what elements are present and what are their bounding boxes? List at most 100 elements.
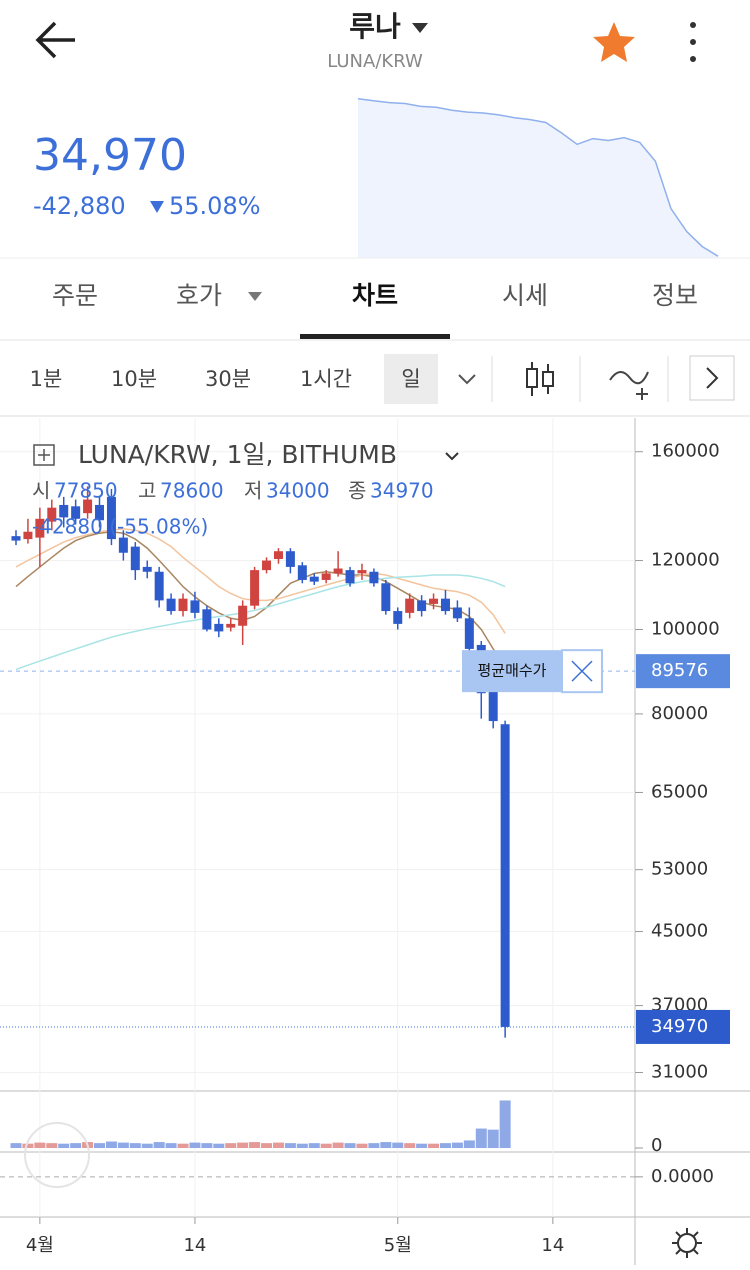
coin-title[interactable]: 루나 [349, 10, 401, 43]
candle-body [429, 598, 439, 604]
ohlc-legend: 시 77850 고 78600 저 34000 종 34970 [32, 479, 434, 503]
candle-body [106, 496, 116, 540]
candle-body [393, 611, 403, 624]
open-label: 시 [32, 479, 50, 503]
close-icon [571, 660, 593, 682]
logo-badge [24, 1122, 90, 1188]
back-button[interactable] [35, 21, 75, 59]
candle-body [345, 570, 355, 584]
x-tick-label: 5월 [384, 1235, 412, 1256]
volume-bar [237, 1142, 249, 1148]
favorite-star[interactable] [593, 22, 635, 62]
high-label: 고 [138, 479, 156, 503]
y-tick-label: 120000 [651, 550, 720, 571]
low-value: 34000 [266, 479, 330, 503]
more-menu[interactable] [690, 22, 696, 62]
volume-bar [284, 1143, 296, 1148]
interval-option[interactable]: 1시간 [300, 367, 352, 391]
volume-bar [308, 1143, 320, 1148]
tab[interactable]: 시세 [502, 281, 548, 310]
candle-body [11, 536, 21, 541]
volume-bar [117, 1142, 129, 1148]
tab[interactable]: 호가 [176, 281, 222, 310]
candle-body [202, 609, 212, 630]
candle-body [71, 506, 81, 519]
close-label: 종 [348, 479, 366, 503]
candle-body [488, 686, 498, 722]
volume-bar [416, 1143, 428, 1148]
candle-body [118, 537, 128, 553]
candle-body [273, 551, 283, 559]
candle-body [214, 623, 224, 632]
tab[interactable]: 차트 [352, 281, 398, 310]
volume-bar [475, 1128, 487, 1148]
volume-bar [22, 1143, 34, 1148]
candle-body [285, 551, 295, 567]
candle-body [23, 531, 33, 540]
volume-bar [356, 1143, 368, 1148]
interval-option[interactable]: 일 [401, 367, 420, 391]
open-value: 77850 [54, 479, 118, 503]
interval-option[interactable]: 1분 [30, 367, 63, 391]
tab[interactable]: 정보 [652, 281, 698, 310]
volume-bar [487, 1129, 499, 1148]
high-value: 78600 [160, 479, 224, 503]
candle-body [500, 724, 510, 1027]
volume-bar [58, 1143, 70, 1148]
candle-body [262, 560, 272, 571]
candle-body [142, 566, 152, 572]
candle-body [297, 565, 307, 580]
volume-bar [201, 1143, 213, 1148]
candle-body [440, 598, 450, 612]
title-dropdown[interactable] [412, 23, 428, 33]
scroll-right-button[interactable] [689, 355, 735, 401]
interval-option[interactable]: 10분 [111, 367, 157, 391]
y-tick-label: 100000 [651, 619, 720, 640]
chevron [706, 367, 719, 389]
interval-option[interactable]: 30분 [205, 367, 251, 391]
avg-price-axis-label: 89576 [651, 660, 708, 681]
down-arrow [150, 201, 164, 213]
sparkline-line [357, 98, 719, 257]
candle-body [154, 571, 164, 601]
candle-body [333, 568, 343, 574]
volume-bar [428, 1143, 440, 1148]
chart-type-button[interactable] [526, 362, 554, 396]
volume-bar [34, 1142, 46, 1148]
tab[interactable]: 주문 [52, 281, 98, 310]
legend-change: -42880 (-55.08%) [32, 515, 208, 539]
plot: 1600001200001000008000065000530004500037… [0, 418, 730, 1256]
add-symbol-button[interactable] [33, 444, 55, 466]
interval-bar: 1분 10분 30분 1시간 일 [30, 367, 421, 391]
settings-button[interactable] [672, 1228, 702, 1258]
indicator-button[interactable] [609, 371, 649, 400]
candle-body [59, 504, 69, 518]
volume-bar [94, 1143, 106, 1148]
volume-bar [153, 1142, 165, 1148]
moving-average [15, 528, 506, 634]
candle-body [47, 507, 57, 522]
y-tick-label: 65000 [651, 781, 708, 802]
volume-bar [46, 1143, 58, 1148]
candle-body [250, 570, 260, 606]
candle-body [166, 598, 176, 612]
volume-bar [105, 1141, 117, 1148]
candle-body [35, 518, 45, 538]
x-tick-label: 14 [183, 1235, 206, 1256]
candle-body [417, 600, 427, 612]
y-tick-label: 45000 [651, 921, 708, 942]
candle-body [452, 607, 462, 619]
volume-bar [404, 1143, 416, 1148]
candle-body [83, 499, 93, 514]
candle-body [309, 576, 319, 582]
interval-dropdown[interactable] [458, 374, 476, 385]
symbol-dropdown[interactable] [445, 452, 459, 461]
candle-body [95, 504, 105, 521]
current-price: 34,970 [33, 130, 187, 181]
active-tab-indicator [300, 334, 450, 339]
sparkline [357, 98, 719, 258]
tab-dropdown[interactable] [248, 292, 262, 301]
price-change: -42,880 [33, 192, 126, 220]
